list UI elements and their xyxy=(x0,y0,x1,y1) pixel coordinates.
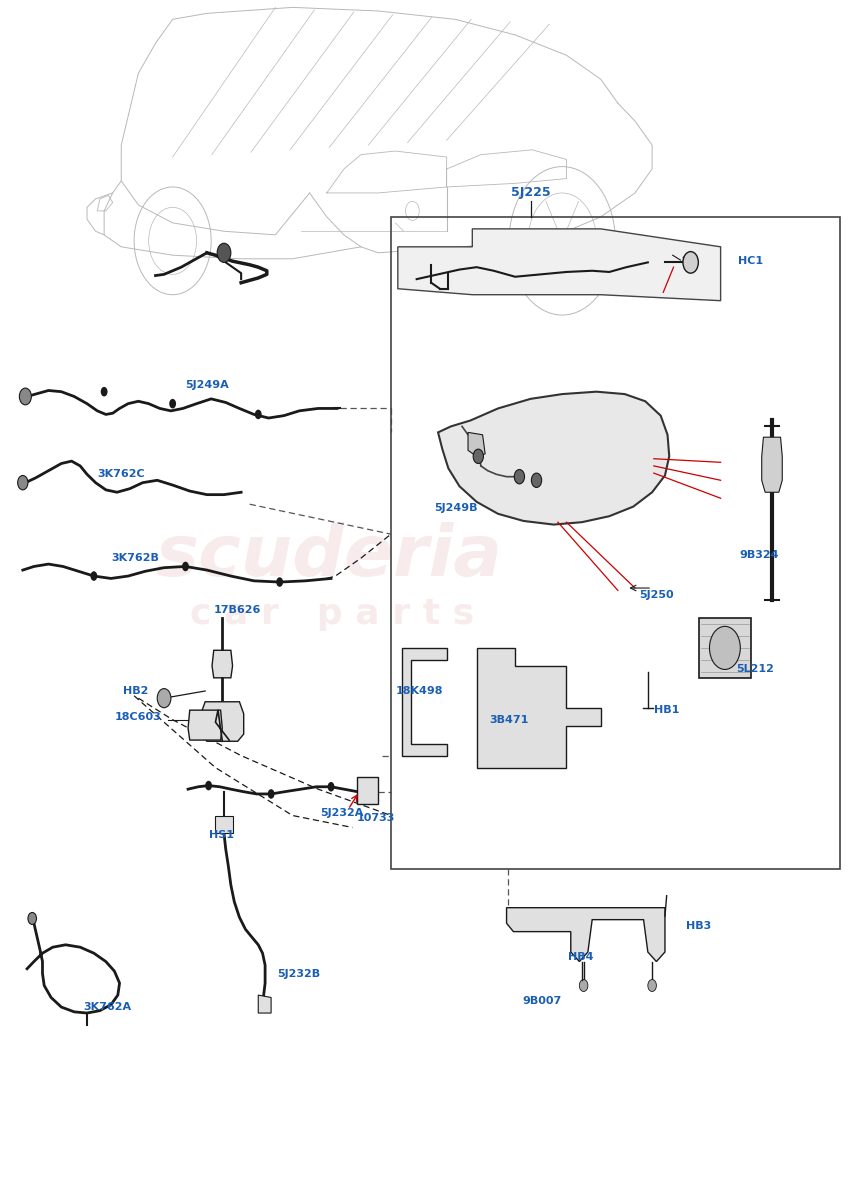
Circle shape xyxy=(532,473,542,487)
Polygon shape xyxy=(468,432,485,456)
Text: 18C603: 18C603 xyxy=(114,713,161,722)
Text: 3B471: 3B471 xyxy=(490,715,529,725)
Text: c a r   p a r t s: c a r p a r t s xyxy=(190,596,474,631)
Text: HC1: HC1 xyxy=(738,256,763,266)
Text: scuderia: scuderia xyxy=(155,522,503,592)
Circle shape xyxy=(182,562,189,571)
Circle shape xyxy=(157,689,171,708)
Polygon shape xyxy=(507,907,665,961)
Polygon shape xyxy=(259,995,271,1013)
Text: HB3: HB3 xyxy=(686,920,711,931)
Text: HB2: HB2 xyxy=(123,686,149,696)
Text: 10733: 10733 xyxy=(356,812,395,823)
Polygon shape xyxy=(212,650,233,678)
Polygon shape xyxy=(477,648,600,768)
Text: 9B007: 9B007 xyxy=(522,996,561,1006)
Polygon shape xyxy=(356,778,378,804)
Circle shape xyxy=(277,577,283,587)
Text: 5J250: 5J250 xyxy=(639,590,674,600)
Text: 3K762B: 3K762B xyxy=(111,553,159,563)
Circle shape xyxy=(268,790,275,799)
Text: 5J225: 5J225 xyxy=(511,186,551,199)
Polygon shape xyxy=(398,229,721,301)
Polygon shape xyxy=(188,710,222,740)
Text: 5J249B: 5J249B xyxy=(434,503,478,512)
Circle shape xyxy=(90,571,97,581)
Text: HS1: HS1 xyxy=(209,829,234,840)
Circle shape xyxy=(515,469,525,484)
Bar xyxy=(391,217,840,869)
Text: 9B324: 9B324 xyxy=(740,550,779,559)
Circle shape xyxy=(101,386,107,396)
Polygon shape xyxy=(762,437,783,492)
Text: 3K762C: 3K762C xyxy=(97,469,145,479)
Circle shape xyxy=(28,912,36,924)
Polygon shape xyxy=(216,816,233,834)
Text: 18K498: 18K498 xyxy=(395,686,442,696)
Circle shape xyxy=(217,244,231,263)
Text: 5J232A: 5J232A xyxy=(320,808,363,818)
Text: 5J249A: 5J249A xyxy=(186,379,229,390)
Text: HB4: HB4 xyxy=(568,952,594,961)
Text: 3K762A: 3K762A xyxy=(83,1002,131,1012)
Polygon shape xyxy=(201,702,244,742)
Circle shape xyxy=(710,626,740,670)
Text: 5J232B: 5J232B xyxy=(277,968,320,978)
Polygon shape xyxy=(438,391,669,524)
Text: 5L212: 5L212 xyxy=(736,665,774,674)
Circle shape xyxy=(205,781,212,791)
Circle shape xyxy=(648,979,656,991)
Polygon shape xyxy=(402,648,447,756)
Circle shape xyxy=(579,979,588,991)
Circle shape xyxy=(20,388,32,404)
Text: HB1: HB1 xyxy=(654,706,679,715)
Circle shape xyxy=(473,449,484,463)
Circle shape xyxy=(683,252,698,274)
Circle shape xyxy=(327,782,334,792)
Circle shape xyxy=(18,475,28,490)
Circle shape xyxy=(255,409,262,419)
Text: 17B626: 17B626 xyxy=(214,605,261,614)
Circle shape xyxy=(169,398,176,408)
Polygon shape xyxy=(699,618,751,678)
